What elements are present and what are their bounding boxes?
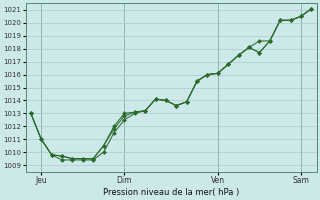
X-axis label: Pression niveau de la mer( hPa ): Pression niveau de la mer( hPa ) <box>103 188 239 197</box>
